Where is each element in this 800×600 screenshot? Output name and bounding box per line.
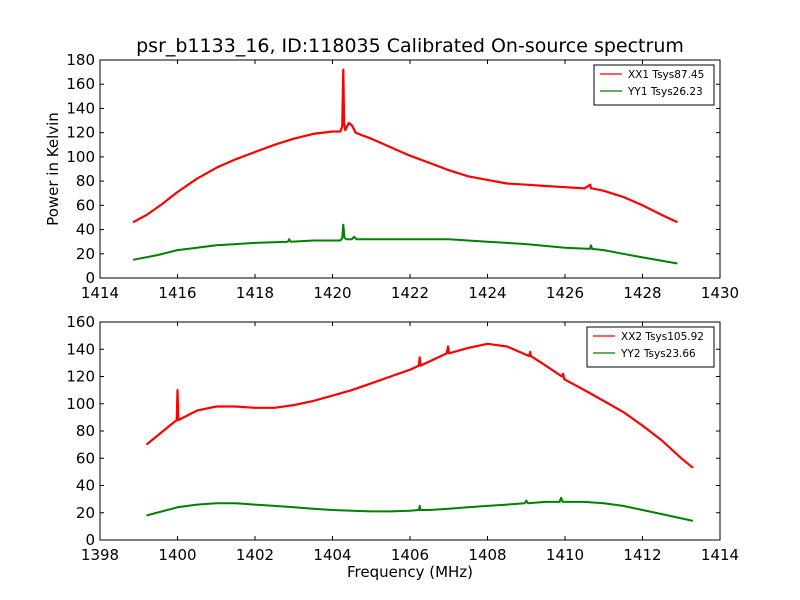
series-line-xx1 — [132, 68, 678, 224]
chart-2: 1398 1400 1402 1404 1406 1408 1410 1412 1414 0 20 4… — [66, 313, 739, 581]
series-line-xx2 — [145, 342, 694, 469]
x-tick-label: 1416 — [158, 284, 196, 302]
x-tick-label: 1418 — [236, 284, 274, 302]
y-tick-label: 80 — [76, 172, 95, 190]
y-tick-label: 60 — [76, 449, 95, 467]
y-tick-label: 80 — [76, 422, 95, 440]
y-tick-label: 100 — [66, 148, 95, 166]
legend-box — [586, 326, 715, 368]
y-tick-label: 140 — [66, 340, 95, 358]
legend: XX2 Tsys105.92 YY2 Tsys23.66 — [586, 326, 715, 368]
y-tick-label: 160 — [66, 313, 95, 331]
y-tick-label: 100 — [66, 395, 95, 413]
x-axis-label: Frequency (MHz) — [347, 563, 473, 581]
x-tick-label: 1414 — [81, 284, 119, 302]
x-tick-label: 1420 — [313, 284, 351, 302]
x-tick-label: 1430 — [701, 284, 739, 302]
x-tick-label: 1428 — [623, 284, 661, 302]
y-tick-label: 120 — [66, 368, 95, 386]
y-tick-label: 20 — [76, 504, 95, 522]
y-tick-label: 120 — [66, 124, 95, 142]
x-tick-label: 1426 — [546, 284, 584, 302]
x-tick-label: 1400 — [158, 546, 196, 564]
y-tick-label: 140 — [66, 99, 95, 117]
y-tick-label: 0 — [85, 269, 95, 287]
legend-label: XX2 Tsys105.92 — [621, 331, 704, 343]
series-line-yy1 — [132, 223, 678, 265]
x-tick-label: 1406 — [391, 546, 429, 564]
x-tick-label: 1422 — [391, 284, 429, 302]
y-tick-label: 180 — [66, 51, 95, 69]
legend: XX1 Tsys87.45 YY1 Tsys26.23 — [593, 64, 715, 106]
y-tick-label: 160 — [66, 75, 95, 93]
legend-label: XX1 Tsys87.45 — [628, 69, 704, 81]
legend-label: YY1 Tsys26.23 — [627, 86, 703, 98]
chart-1: 1414 1416 1418 1420 1422 1424 1426 1428 1430 0 20 4… — [44, 35, 739, 302]
y-tick-label: 60 — [76, 196, 95, 214]
x-tick-label: 1402 — [236, 546, 274, 564]
x-tick-label: 1424 — [468, 284, 506, 302]
legend-box — [593, 64, 715, 106]
x-tick-label: 1404 — [313, 546, 351, 564]
x-tick-label: 1410 — [546, 546, 584, 564]
x-tick-label: 1408 — [468, 546, 506, 564]
legend-label: YY2 Tsys23.66 — [620, 348, 696, 360]
chart-title: psr_b1133_16, ID:118035 Calibrated On-so… — [136, 35, 684, 57]
series-line-yy2 — [146, 496, 694, 522]
y-tick-label: 0 — [85, 531, 95, 549]
y-tick-label: 40 — [76, 221, 95, 239]
y-tick-label: 20 — [76, 245, 95, 263]
y-tick-label: 40 — [76, 477, 95, 495]
x-tick-label: 1414 — [701, 546, 739, 564]
x-tick-label: 1412 — [623, 546, 661, 564]
y-axis-label: Power in Kelvin — [44, 112, 62, 226]
x-tick-label: 1398 — [81, 546, 119, 564]
